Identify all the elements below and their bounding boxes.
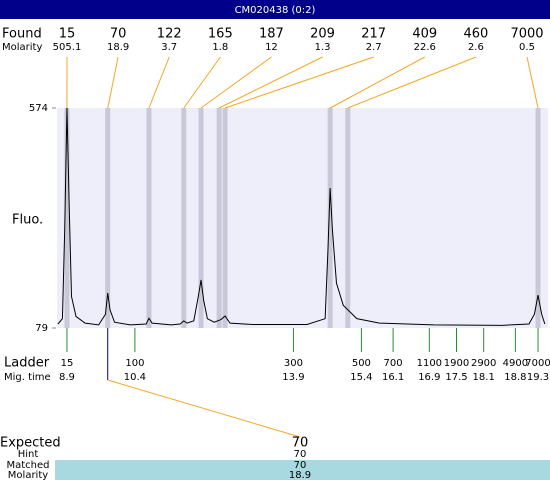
found-value: 165 [208, 27, 233, 42]
peak-band [105, 108, 111, 328]
found-connector [148, 56, 170, 109]
peak-band [216, 108, 222, 328]
hint-value: 70 [294, 449, 307, 460]
found-connector [526, 56, 539, 109]
molarity-label: Molarity [2, 42, 42, 53]
found-value: 217 [361, 27, 386, 42]
found-connector [107, 56, 119, 109]
y-tick-label: 79 [35, 323, 48, 334]
peak-band [198, 108, 204, 328]
found-value: 122 [157, 27, 182, 42]
peak-band [327, 108, 333, 328]
matched-bar [55, 460, 550, 480]
trace-line [57, 107, 546, 326]
found-connector [218, 56, 323, 109]
y-tick-label: 574 [29, 103, 48, 114]
y-label: Fluo. [12, 213, 43, 228]
ladder-time: 16.9 [418, 372, 440, 383]
chart-title: CM020438 (0:2) [235, 5, 316, 16]
found-molarity: 1.3 [315, 42, 331, 53]
found-value: 70 [110, 27, 127, 42]
plot-area [57, 108, 548, 328]
ladder-time: 18.1 [473, 372, 495, 383]
found-label: Found [2, 27, 42, 42]
ladder-time: 16.1 [382, 372, 404, 383]
ladder-size: 100 [125, 358, 144, 369]
found-connector [224, 56, 374, 109]
title-bar [0, 0, 550, 19]
found-molarity: 18.9 [107, 42, 129, 53]
found-molarity: 3.7 [161, 42, 177, 53]
peak-band [222, 108, 228, 328]
matched-label: Matched [6, 460, 49, 471]
peak-band [181, 108, 187, 328]
found-molarity: 12 [265, 42, 278, 53]
ladder-size: 500 [352, 358, 371, 369]
found-molarity: 1.8 [212, 42, 228, 53]
hint-label: Hint [18, 449, 39, 460]
found-value: 15 [59, 27, 76, 42]
found-molarity: 2.6 [468, 42, 484, 53]
ladder-size: 1900 [444, 358, 469, 369]
ladder-time: 10.4 [124, 372, 146, 383]
ladder-size: 7000 [525, 358, 550, 369]
expected-value: 70 [292, 436, 309, 451]
peak-band [64, 108, 70, 328]
ladder-size: 1100 [417, 358, 442, 369]
peak-band [535, 108, 541, 328]
peak-band [345, 108, 351, 328]
expected-molarity: 18.9 [289, 470, 311, 480]
ladder-time: 13.9 [282, 372, 304, 383]
ladder-size: 700 [384, 358, 403, 369]
exp-molarity-label: Molarity [8, 470, 48, 480]
ladder-time: 15.4 [350, 372, 372, 383]
found-connector [329, 56, 426, 109]
found-molarity: 22.6 [414, 42, 436, 53]
ladder-size: 15 [61, 358, 74, 369]
found-molarity: 2.7 [366, 42, 382, 53]
expected-label: Expected [0, 436, 61, 451]
ladder-size: 4900 [503, 358, 528, 369]
found-value: 187 [259, 27, 284, 42]
found-value: 7000 [510, 27, 543, 42]
expected-connector [107, 379, 301, 438]
found-value: 409 [412, 27, 437, 42]
ladder-time: 18.8 [504, 372, 526, 383]
ladder-size: 300 [284, 358, 303, 369]
ladder-size: 2900 [471, 358, 496, 369]
found-value: 460 [463, 27, 488, 42]
found-molarity: 0.5 [519, 42, 535, 53]
found-connector [347, 56, 477, 109]
found-connector [183, 56, 221, 109]
peak-band [146, 108, 152, 328]
ladder-time: 8.9 [59, 372, 75, 383]
found-molarity: 505.1 [53, 42, 82, 53]
mig-time-label: Mig. time [4, 372, 51, 383]
matched-value: 70 [294, 460, 307, 471]
found-connector [200, 56, 272, 109]
ladder-label: Ladder [4, 356, 50, 371]
found-value: 209 [310, 27, 335, 42]
ladder-time: 17.5 [445, 372, 467, 383]
ladder-time: 19.3 [527, 372, 549, 383]
